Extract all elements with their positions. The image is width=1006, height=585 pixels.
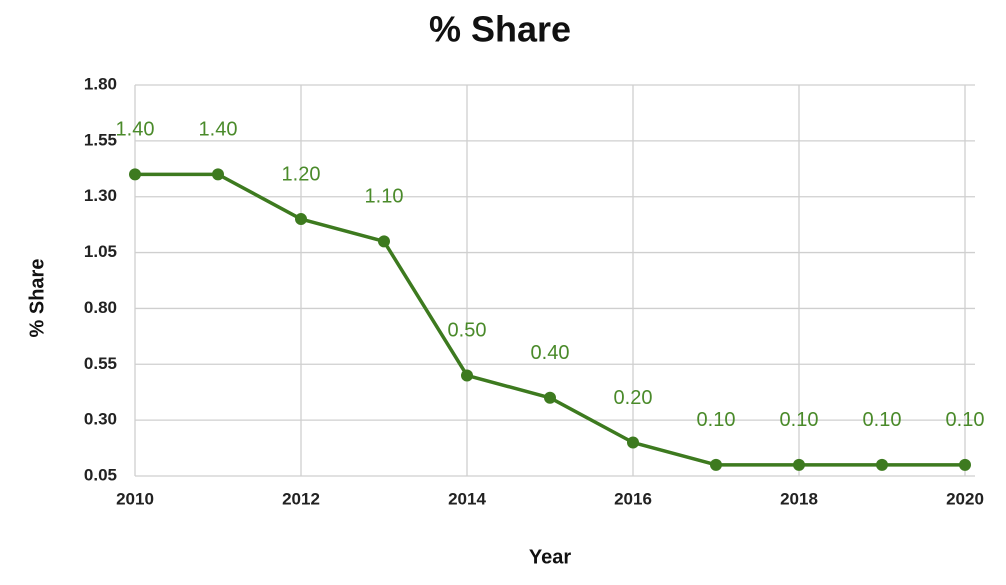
data-label: 0.20 [614,387,653,409]
point [378,235,390,248]
x-axis-label: Year [529,546,571,568]
y-tick-label: 0.80 [84,298,117,317]
point [876,458,888,471]
y-tick-label: 1.30 [84,186,117,205]
point [627,436,639,449]
point [544,391,556,404]
y-axis-label: % Share [26,259,48,338]
point [793,458,805,471]
y-tick-label: 0.05 [84,465,117,484]
data-label: 1.40 [116,119,155,141]
x-tick-label: 2018 [780,489,818,508]
x-tick-label: 2010 [116,489,154,508]
point [295,213,307,226]
data-label: 1.10 [365,186,404,208]
data-label: 0.10 [863,409,902,431]
y-tick-label: 1.80 [84,74,117,93]
data-label: 0.10 [697,409,736,431]
point [129,168,141,181]
point [212,168,224,181]
x-tick-label: 2020 [946,489,984,508]
data-label: 1.40 [199,119,238,141]
y-tick-label: 0.30 [84,410,117,429]
chart-title: % Share [429,9,571,50]
data-label: 0.10 [946,409,985,431]
x-tick-label: 2012 [282,489,320,508]
data-label: 1.20 [282,163,321,185]
data-label: 0.50 [448,320,487,342]
x-tick-label: 2014 [448,489,486,508]
data-label: 0.40 [531,342,570,364]
point [461,369,473,382]
point [959,458,971,471]
x-tick-label: 2016 [614,489,652,508]
data-label: 0.10 [780,409,819,431]
y-tick-label: 1.05 [84,242,117,261]
y-tick-label: 0.55 [84,354,117,373]
line [135,172,965,467]
y-tick-label: 1.55 [84,130,117,149]
point [710,458,722,471]
